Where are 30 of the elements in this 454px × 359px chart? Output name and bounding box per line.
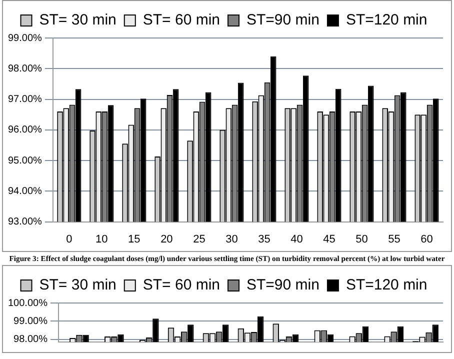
x-tick-label: 40 <box>290 233 303 246</box>
legend-label: ST= 30 min <box>39 276 116 294</box>
y-tick-label: 94.00% <box>8 186 42 197</box>
y-tick-label: 99.00% <box>14 316 48 327</box>
y-tick-label: 100.00% <box>8 298 48 309</box>
legend-label: ST=90 min <box>246 276 320 294</box>
y-tick-label: 98.00% <box>8 63 42 74</box>
x-tick-label: 50 <box>356 233 368 246</box>
y-tick-label: 98.00% <box>14 334 48 346</box>
legend-label: ST=120 min <box>346 12 428 29</box>
x-tick-label: 55 <box>388 233 400 246</box>
y-tick-label: 99.00% <box>8 32 42 44</box>
legend-label: ST= 30 min <box>39 12 116 29</box>
x-tick-label: 30 <box>226 233 238 246</box>
y-tick-label: 97.00% <box>8 94 42 106</box>
y-tick-label: 96.00% <box>8 124 42 136</box>
legend-label: ST= 60 min <box>142 276 220 294</box>
y-tick-label: 93.00% <box>8 216 42 228</box>
legend-label: ST=90 min <box>246 12 320 29</box>
x-tick-label: 35 <box>258 233 270 246</box>
x-tick-label: 10 <box>96 233 108 246</box>
x-tick-label: 0 <box>66 233 72 246</box>
x-tick-label: 15 <box>128 233 140 246</box>
x-tick-label: 60 <box>420 233 433 246</box>
x-tick-label: 20 <box>160 233 173 246</box>
y-tick-label: 95.00% <box>8 155 42 166</box>
x-tick-label: 25 <box>193 233 206 246</box>
legend-label: ST=120 min <box>346 276 428 294</box>
legend-label: ST= 60 min <box>142 12 220 29</box>
x-tick-label: 45 <box>323 233 336 246</box>
